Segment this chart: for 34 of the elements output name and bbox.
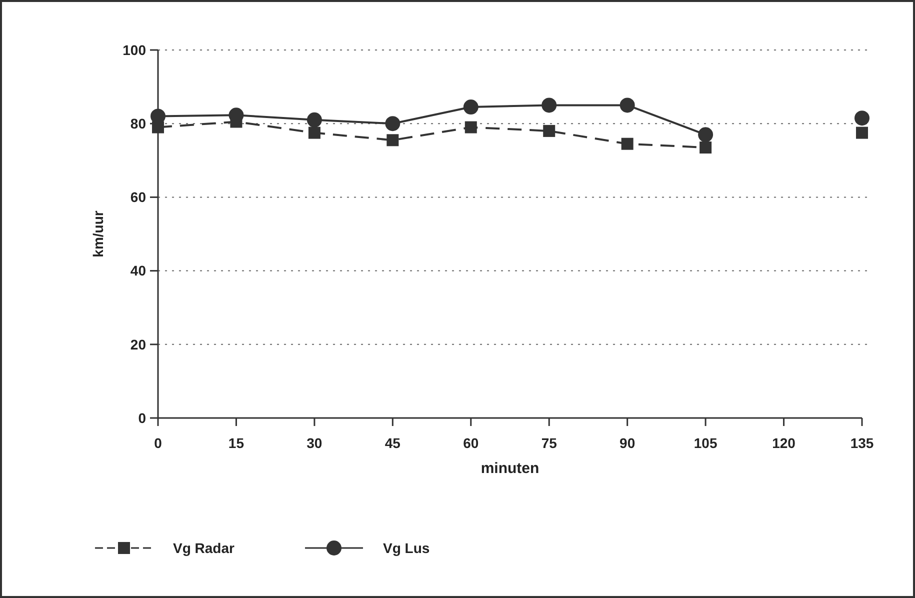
point — [306, 112, 322, 128]
x-tick-label: 30 — [306, 435, 322, 451]
x-tick-label: 105 — [694, 435, 718, 451]
point — [698, 127, 714, 142]
point — [463, 100, 478, 115]
point — [542, 98, 557, 113]
point — [308, 126, 320, 139]
x-tick-label: 45 — [384, 435, 401, 451]
y-tick-label: 80 — [130, 116, 146, 132]
legend-label: Vg Radar — [173, 540, 236, 556]
point — [386, 134, 399, 146]
x-tick-label: 60 — [463, 435, 479, 451]
point — [856, 126, 868, 139]
x-tick-label: 75 — [541, 435, 558, 451]
y-axis-title: km/uur — [90, 210, 106, 258]
point — [620, 98, 635, 113]
point — [854, 110, 870, 126]
x-tick-label: 0 — [154, 435, 162, 451]
y-tick-label: 100 — [122, 42, 146, 58]
y-tick-label: 60 — [130, 189, 146, 206]
y-tick-label: 20 — [130, 336, 146, 352]
point — [700, 142, 712, 154]
point — [543, 124, 556, 137]
point — [621, 138, 634, 150]
y-tick-label: 0 — [138, 410, 146, 426]
x-axis-title: minuten — [480, 460, 540, 477]
point — [464, 121, 477, 134]
x-tick-label: 135 — [850, 435, 874, 451]
x-tick-label: 120 — [772, 435, 796, 451]
point — [385, 116, 400, 132]
legend-label: Vg Lus — [383, 540, 430, 556]
x-tick-label: 90 — [620, 435, 636, 451]
y-tick-label: 40 — [130, 262, 146, 279]
x-tick-label: 15 — [228, 435, 244, 451]
